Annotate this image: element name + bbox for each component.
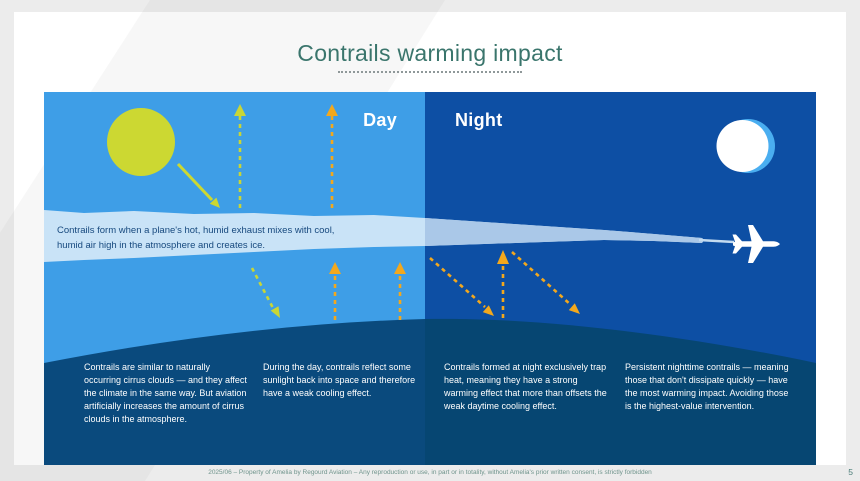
up-arrow-icon	[394, 262, 406, 320]
contrails-diagram: Day Night Contrails form when a plane's …	[44, 92, 816, 465]
heat-arrow-icon	[497, 250, 509, 318]
down-arrow-icon	[250, 267, 280, 318]
day-label: Day	[363, 110, 397, 130]
ground-night	[425, 318, 816, 465]
contrail-band-night	[425, 218, 704, 246]
column-night-warming: Contrails formed at night exclusively tr…	[444, 362, 607, 411]
sun-icon	[107, 108, 175, 176]
contrail-band	[44, 210, 704, 262]
heat-arrow-icon	[511, 251, 580, 314]
up-arrow-icon	[326, 104, 338, 208]
column-cirrus-clouds: Contrails are similar to naturally occur…	[84, 362, 247, 424]
title-dotted-underline	[338, 63, 522, 73]
night-label: Night	[455, 110, 503, 130]
airplane-icon	[732, 225, 780, 263]
diagram-canvas	[44, 92, 816, 465]
sunlight-arrow-icon	[176, 162, 220, 208]
contrail-formation-text: Contrails form when a plane's hot, humid…	[57, 225, 335, 251]
footer-copyright: 2025/06 – Property of Amelia by Regourd …	[208, 469, 652, 476]
ground-day	[44, 319, 425, 465]
heat-arrow-icon	[429, 257, 494, 316]
page-number: 5	[848, 467, 853, 477]
column-day-cooling: During the day, contrails reflect some s…	[263, 362, 416, 398]
thin-contrail-line	[698, 238, 735, 244]
column-persistent-contrails: Persistent nighttime contrails — meaning…	[625, 362, 789, 411]
moon-icon	[716, 119, 775, 173]
page-title: Contrails warming impact	[297, 40, 563, 66]
up-arrow-icon	[329, 262, 341, 320]
up-arrow-icon	[234, 104, 246, 208]
